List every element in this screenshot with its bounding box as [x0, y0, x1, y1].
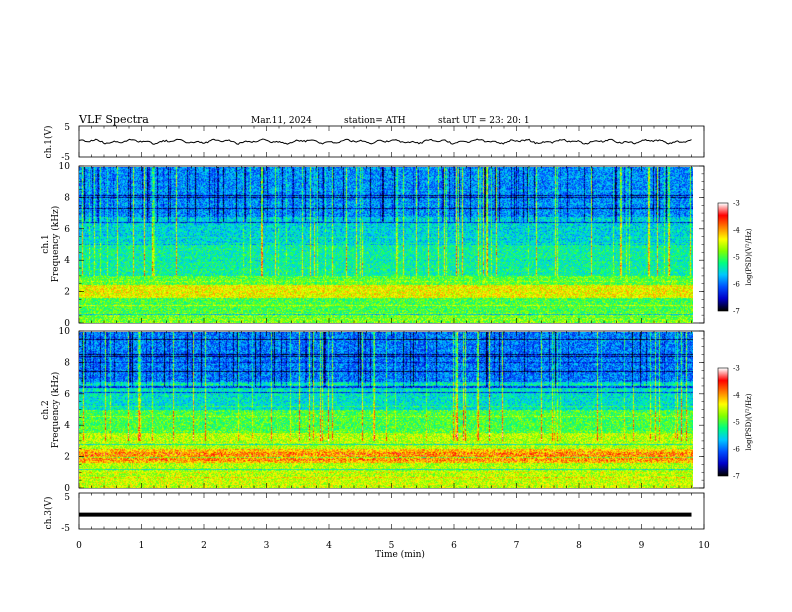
- ch2-spectrogram-ylabel-line2: Frequency (kHz): [50, 372, 61, 449]
- colorbar-tick-label: -7: [733, 308, 740, 316]
- colorbar-tick-label: -4: [733, 227, 740, 235]
- frequency-tick-label: 2: [64, 288, 70, 298]
- ch2-spectrogram-ylabel-line1: ch.2: [41, 400, 51, 419]
- x-axis-label: Time (min): [375, 549, 425, 560]
- x-tick-label: 5: [389, 541, 395, 551]
- ch1-colorbar: -3 -4 -5 -6 -7 log(PSD)(V²/Hz): [717, 200, 753, 316]
- frequency-tick-label: 2: [64, 453, 70, 463]
- frequency-tick-label: 6: [64, 390, 70, 400]
- ch1-waveform-panel: 5 -5 ch.1(V): [43, 123, 705, 163]
- ch2-colorbar: -3 -4 -5 -6 -7 log(PSD)(V²/Hz): [717, 365, 753, 481]
- ch1-colorbar-gradient: [718, 203, 728, 311]
- ch1-spectrogram-ylabel-line2: Frequency (kHz): [50, 206, 61, 283]
- x-tick-label: 10: [698, 541, 710, 551]
- frequency-tick-label: 8: [64, 193, 70, 203]
- colorbar-tick-label: -5: [733, 419, 740, 427]
- frequency-tick-label: 0: [64, 319, 70, 329]
- ch1-spectrogram-ylabel-line1: ch.1: [41, 234, 51, 253]
- x-tick-label: 3: [264, 541, 270, 551]
- frequency-tick-label: 10: [59, 162, 71, 172]
- ch2-colorbar-label: log(PSD)(V²/Hz): [745, 393, 753, 450]
- x-tick-label: 1: [139, 541, 145, 551]
- colorbar-tick-label: -3: [733, 200, 740, 208]
- ch3-waveform-panel: 5 -5 ch.3(V): [43, 492, 705, 534]
- frequency-tick-label: 6: [64, 225, 70, 235]
- ch3-ytick-top: 5: [64, 493, 70, 503]
- colorbar-tick-label: -3: [733, 365, 740, 373]
- x-tick-label: 2: [201, 541, 207, 551]
- ch1-ytick-bottom: -5: [61, 153, 70, 163]
- x-tick-label: 7: [514, 541, 520, 551]
- ch1-spectrogram-image: [79, 167, 693, 323]
- ch2-spectrogram-panel: 0 2 4 6 8 10 ch.2 Frequency (kHz): [41, 327, 705, 494]
- colorbar-tick-label: -7: [733, 473, 740, 481]
- ch3-waveform-frame: [78, 492, 705, 530]
- ch2-spectrogram-image: [79, 332, 693, 488]
- frequency-tick-label: 8: [64, 358, 70, 368]
- ch2-colorbar-gradient: [718, 368, 728, 476]
- station-label: station= ATH: [344, 116, 406, 126]
- ch1-colorbar-frame: [717, 202, 729, 312]
- x-axis-tick-labels: 0 1 2 3 4 5 6 7 8 9 10: [76, 541, 710, 551]
- frequency-tick-label: 10: [59, 327, 71, 337]
- frequency-tick-label: 4: [64, 421, 70, 431]
- x-tick-label: 6: [451, 541, 457, 551]
- ch1-ytick-top: 5: [64, 123, 70, 133]
- ch1-waveform-line: [78, 138, 692, 145]
- ch1-spectrogram-panel: 0 2 4 6 8 10 ch.1 Frequency (kHz): [41, 162, 705, 329]
- ch3-waveform-ylabel: ch.3(V): [43, 497, 54, 530]
- ch1-colorbar-label: log(PSD)(V²/Hz): [745, 228, 753, 285]
- colorbar-tick-label: -6: [733, 446, 740, 454]
- date-label: Mar.11, 2024: [251, 116, 312, 126]
- x-tick-label: 4: [326, 541, 332, 551]
- colorbar-tick-label: -5: [733, 254, 740, 262]
- start-time-label: start UT = 23: 20: 1: [438, 116, 530, 126]
- colorbar-tick-label: -4: [733, 392, 740, 400]
- figure-title: VLF Spectra: [78, 113, 149, 126]
- x-tick-label: 8: [576, 541, 582, 551]
- ch3-ytick-bottom: -5: [61, 524, 70, 534]
- x-tick-label: 9: [639, 541, 645, 551]
- colorbar-tick-label: -6: [733, 281, 740, 289]
- ch2-colorbar-frame: [717, 367, 729, 477]
- frequency-tick-label: 4: [64, 256, 70, 266]
- frequency-tick-label: 0: [64, 484, 70, 494]
- x-tick-label: 0: [76, 541, 82, 551]
- ch1-waveform-ylabel: ch.1(V): [43, 126, 54, 159]
